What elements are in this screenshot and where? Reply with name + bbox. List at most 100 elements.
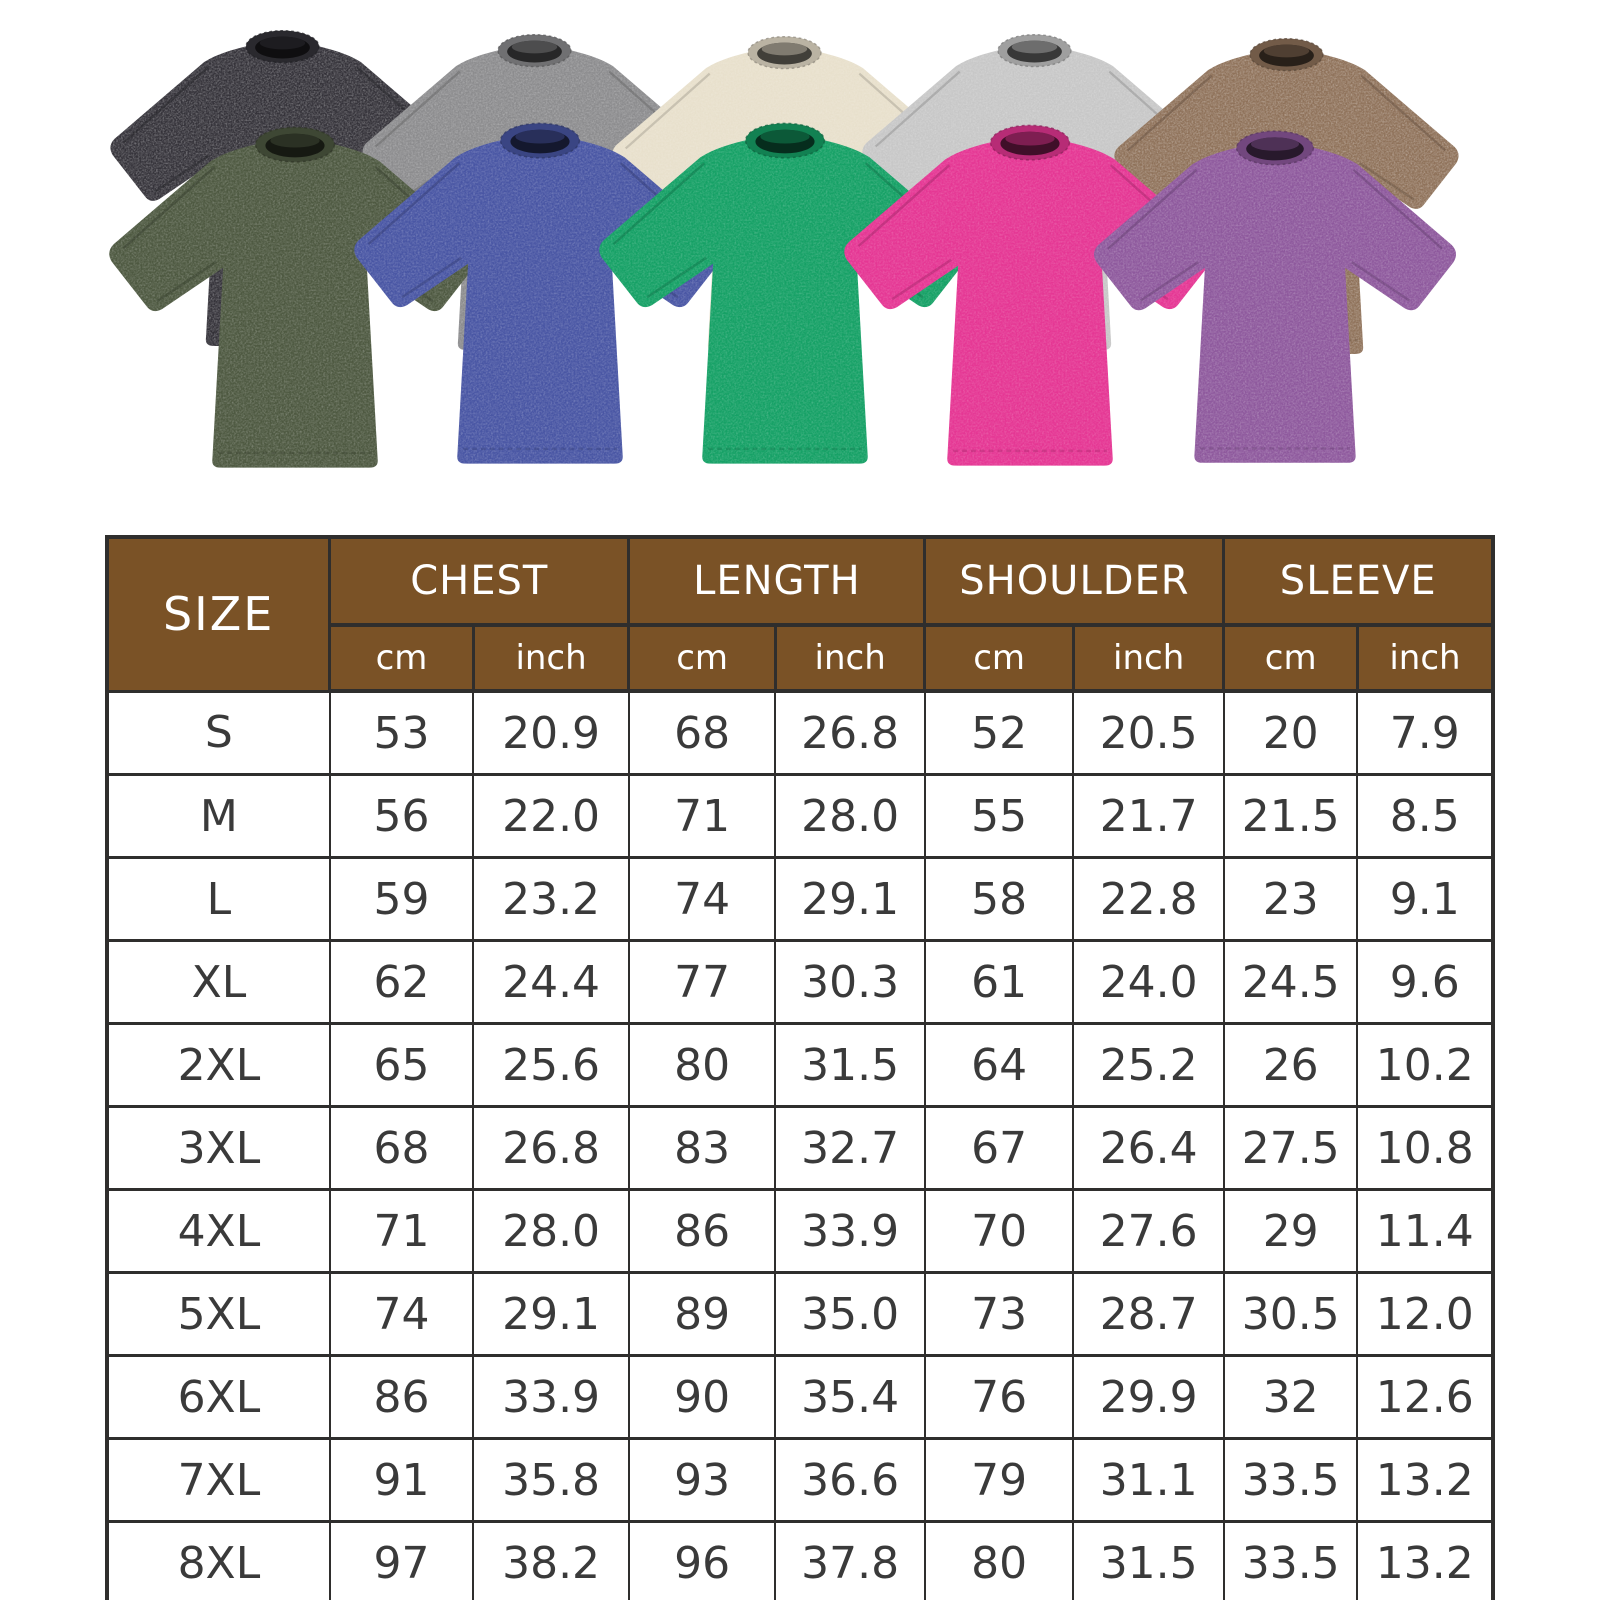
cell-6XL-chest-inch: 33.9 [472, 1354, 630, 1440]
cell-S-shoulder-cm: 52 [923, 689, 1075, 776]
cell-XL-shoulder-inch: 24.0 [1072, 939, 1225, 1025]
cell-XL-sleeve-inch: 9.6 [1356, 939, 1494, 1025]
cell-L-sleeve-inch: 9.1 [1356, 856, 1494, 942]
size-cell-6XL: 6XL [106, 1354, 331, 1440]
cell-6XL-shoulder-inch: 29.9 [1072, 1354, 1225, 1440]
size-row-4XL: 4XL 71 28.0 86 33.9 70 27.6 29 11.4 [106, 1188, 1494, 1274]
size-column-header: SIZE [105, 535, 332, 693]
cell-6XL-length-inch: 35.4 [774, 1354, 926, 1440]
unit-header-length-cm: cm [627, 623, 777, 693]
cell-8XL-sleeve-cm: 33.5 [1222, 1520, 1359, 1600]
cell-6XL-chest-cm: 86 [328, 1354, 475, 1440]
size-cell-XL: XL [106, 939, 331, 1025]
cell-L-shoulder-cm: 58 [923, 856, 1075, 942]
cell-2XL-length-cm: 80 [627, 1022, 777, 1108]
cell-XL-length-cm: 77 [627, 939, 777, 1025]
length-column-header: LENGTH [627, 535, 927, 627]
cell-7XL-sleeve-cm: 33.5 [1222, 1437, 1359, 1523]
size-chart-table: SIZE CHEST LENGTH SHOULDER SLEEVE cm inch… [105, 535, 1495, 1600]
cell-5XL-length-cm: 89 [627, 1271, 777, 1357]
size-cell-8XL: 8XL [106, 1520, 331, 1600]
size-row-8XL: 8XL 97 38.2 96 37.8 80 31.5 33.5 13.2 [106, 1520, 1494, 1600]
cell-3XL-length-inch: 32.7 [774, 1105, 926, 1191]
cell-5XL-sleeve-cm: 30.5 [1222, 1271, 1359, 1357]
cell-6XL-sleeve-inch: 12.6 [1356, 1354, 1494, 1440]
cell-XL-chest-inch: 24.4 [472, 939, 630, 1025]
cell-M-shoulder-inch: 21.7 [1072, 773, 1225, 859]
cell-M-length-inch: 28.0 [774, 773, 926, 859]
unit-header-shoulder-cm: cm [923, 623, 1075, 693]
cell-8XL-length-inch: 37.8 [774, 1520, 926, 1600]
cell-5XL-chest-cm: 74 [328, 1271, 475, 1357]
size-row-7XL: 7XL 91 35.8 93 36.6 79 31.1 33.5 13.2 [106, 1437, 1494, 1523]
cell-7XL-chest-inch: 35.8 [472, 1437, 630, 1523]
cell-7XL-length-cm: 93 [627, 1437, 777, 1523]
cell-XL-sleeve-cm: 24.5 [1222, 939, 1359, 1025]
size-row-2XL: 2XL 65 25.6 80 31.5 64 25.2 26 10.2 [106, 1022, 1494, 1108]
size-cell-7XL: 7XL [106, 1437, 331, 1523]
cell-2XL-length-inch: 31.5 [774, 1022, 926, 1108]
cell-3XL-sleeve-cm: 27.5 [1222, 1105, 1359, 1191]
cell-3XL-length-cm: 83 [627, 1105, 777, 1191]
header-unit-row: cm inch cm inch cm inch cm inch [107, 623, 1495, 693]
cell-5XL-length-inch: 35.0 [774, 1271, 926, 1357]
cell-L-shoulder-inch: 22.8 [1072, 856, 1225, 942]
unit-header-chest-cm: cm [328, 623, 475, 693]
cell-8XL-length-cm: 96 [627, 1520, 777, 1600]
size-cell-L: L [106, 856, 331, 942]
cell-5XL-chest-inch: 29.1 [472, 1271, 630, 1357]
tshirt-rose [844, 124, 1216, 466]
header-group-row: SIZE CHEST LENGTH SHOULDER SLEEVE [105, 535, 1495, 693]
size-chart-body: S 53 20.9 68 26.8 52 20.5 20 7.9 M 56 22.0 71 28.0 55 2… [106, 689, 1494, 1600]
cell-S-length-inch: 26.8 [774, 689, 926, 776]
size-row-L: L 59 23.2 74 29.1 58 22.8 23 9.1 [106, 856, 1494, 942]
size-cell-S: S [106, 689, 331, 776]
cell-4XL-chest-cm: 71 [328, 1188, 475, 1274]
shoulder-column-header: SHOULDER [923, 535, 1226, 627]
cell-M-shoulder-cm: 55 [923, 773, 1075, 859]
cell-L-sleeve-cm: 23 [1222, 856, 1359, 942]
unit-header-shoulder-inch: inch [1071, 623, 1226, 693]
cell-3XL-shoulder-cm: 67 [923, 1105, 1075, 1191]
cell-5XL-sleeve-inch: 12.0 [1356, 1271, 1494, 1357]
cell-3XL-sleeve-inch: 10.8 [1356, 1105, 1494, 1191]
cell-4XL-shoulder-inch: 27.6 [1072, 1188, 1225, 1274]
cell-2XL-shoulder-cm: 64 [923, 1022, 1075, 1108]
cell-S-sleeve-cm: 20 [1222, 689, 1359, 776]
cell-7XL-chest-cm: 91 [328, 1437, 475, 1523]
cell-2XL-sleeve-cm: 26 [1222, 1022, 1359, 1108]
cell-XL-length-inch: 30.3 [774, 939, 926, 1025]
size-row-6XL: 6XL 86 33.9 90 35.4 76 29.9 32 12.6 [106, 1354, 1494, 1440]
cell-XL-chest-cm: 62 [328, 939, 475, 1025]
cell-5XL-shoulder-inch: 28.7 [1072, 1271, 1225, 1357]
cell-4XL-sleeve-cm: 29 [1222, 1188, 1359, 1274]
cell-7XL-shoulder-inch: 31.1 [1072, 1437, 1225, 1523]
cell-M-sleeve-cm: 21.5 [1222, 773, 1359, 859]
size-row-XL: XL 62 24.4 77 30.3 61 24.0 24.5 9.6 [106, 939, 1494, 1025]
cell-S-length-cm: 68 [627, 689, 777, 776]
cell-8XL-shoulder-cm: 80 [923, 1520, 1075, 1600]
cell-M-chest-inch: 22.0 [472, 773, 630, 859]
cell-4XL-length-cm: 86 [627, 1188, 777, 1274]
cell-7XL-sleeve-inch: 13.2 [1356, 1437, 1494, 1523]
unit-header-sleeve-inch: inch [1355, 623, 1495, 693]
cell-2XL-chest-inch: 25.6 [472, 1022, 630, 1108]
cell-4XL-shoulder-cm: 70 [923, 1188, 1075, 1274]
cell-7XL-shoulder-cm: 79 [923, 1437, 1075, 1523]
cell-2XL-sleeve-inch: 10.2 [1356, 1022, 1494, 1108]
cell-4XL-length-inch: 33.9 [774, 1188, 926, 1274]
cell-4XL-chest-inch: 28.0 [472, 1188, 630, 1274]
size-row-S: S 53 20.9 68 26.8 52 20.5 20 7.9 [106, 689, 1494, 776]
cell-S-chest-cm: 53 [328, 689, 475, 776]
cell-L-chest-cm: 59 [328, 856, 475, 942]
cell-7XL-length-inch: 36.6 [774, 1437, 926, 1523]
cell-L-chest-inch: 23.2 [472, 856, 630, 942]
cell-5XL-shoulder-cm: 73 [923, 1271, 1075, 1357]
size-row-M: M 56 22.0 71 28.0 55 21.7 21.5 8.5 [106, 773, 1494, 859]
cell-M-chest-cm: 56 [328, 773, 475, 859]
chest-column-header: CHEST [328, 535, 631, 627]
size-cell-5XL: 5XL [106, 1271, 331, 1357]
size-chart-header: SIZE CHEST LENGTH SHOULDER SLEEVE cm inch… [105, 535, 1495, 693]
cell-L-length-cm: 74 [627, 856, 777, 942]
